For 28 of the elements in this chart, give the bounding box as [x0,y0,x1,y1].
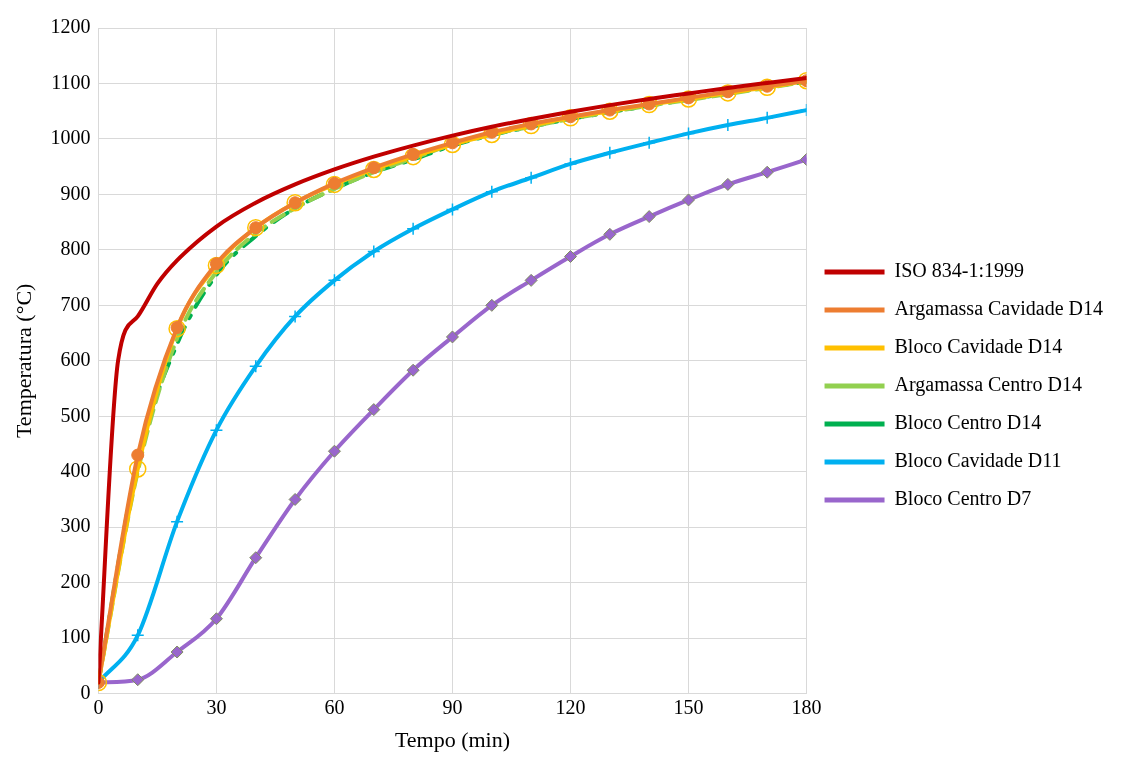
y-tick-label: 200 [60,569,91,592]
x-tick-label: 90 [442,695,463,718]
y-tick-label: 1000 [50,126,91,149]
y-tick-label: 1200 [50,15,91,38]
legend-label: Bloco Cavidade D14 [894,335,1063,358]
y-tick-label: 900 [60,181,91,204]
y-tick-label: 0 [80,680,91,703]
y-tick-label: 600 [60,348,91,371]
y-tick-label: 100 [60,625,91,648]
x-tick-label: 60 [324,695,345,718]
y-tick-label: 700 [60,292,91,315]
x-tick-label: 120 [555,695,586,718]
x-tick-label: 150 [673,695,704,718]
x-tick-label: 180 [791,695,822,718]
legend-label: Argamassa Cavidade D14 [894,297,1103,321]
y-tick-label: 300 [60,514,91,537]
legend-label: ISO 834-1:1999 [894,259,1024,282]
legend-label: Bloco Centro D14 [894,411,1042,434]
y-tick-label: 400 [60,458,91,481]
x-tick-label: 30 [206,695,227,718]
y-tick-label: 800 [60,237,91,260]
legend-label: Argamassa Centro D14 [894,373,1082,397]
legend-label: Bloco Centro D7 [894,487,1032,510]
y-tick-label: 500 [60,403,91,426]
y-tick-label: 1100 [51,70,91,93]
y-axis-title: Temperatura (°C) [10,283,36,439]
x-axis-title: Tempo (min) [394,726,511,752]
legend-label: Bloco Cavidade D11 [894,449,1062,472]
